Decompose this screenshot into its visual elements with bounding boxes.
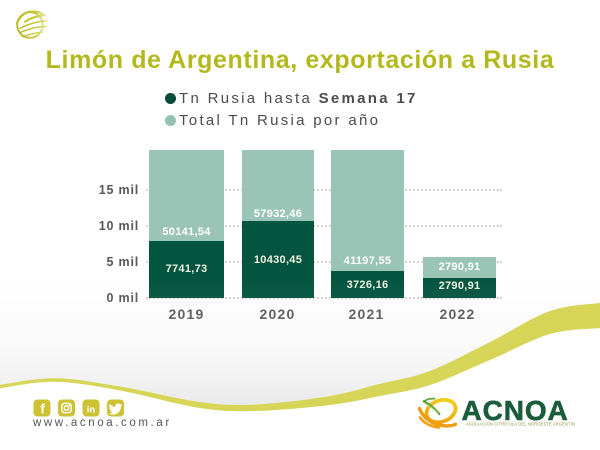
svg-text:ASOCIACIÓN CITRÍCOLA DEL NOROE: ASOCIACIÓN CITRÍCOLA DEL NOROESTE ARGENT…	[466, 422, 575, 427]
svg-text:in: in	[87, 404, 96, 415]
svg-text:ACNOA: ACNOA	[462, 396, 569, 426]
svg-text:f: f	[40, 401, 45, 417]
